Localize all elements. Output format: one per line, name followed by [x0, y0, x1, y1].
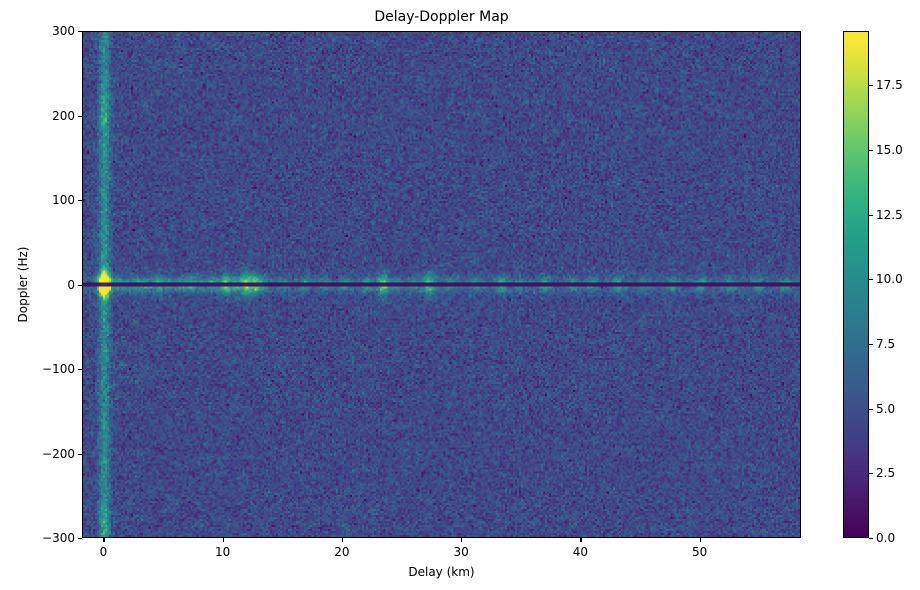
x-tick-5-label: 50 — [692, 545, 708, 559]
cb-tick-6-mark — [869, 149, 873, 152]
cb-tick-6-label: 15.0 — [876, 142, 903, 157]
cb-tick-2-label: 5.0 — [876, 401, 896, 416]
y-tick-5-label: 200 — [52, 108, 75, 123]
y-tick-4-label: 100 — [52, 193, 75, 207]
cb-tick-0-mark — [869, 538, 873, 540]
cb-tick-3-label: 7.5 — [876, 336, 896, 351]
x-tick-2-mark — [341, 538, 344, 542]
cb-tick-5-mark — [869, 214, 873, 216]
cb-tick-1-mark — [869, 473, 873, 475]
page-title: Delay-Doppler Map — [374, 9, 509, 25]
x-tick-1-mark — [222, 538, 224, 542]
x-tick-4-label: 40 — [572, 545, 589, 559]
colorbar — [843, 31, 869, 538]
y-tick-2-label: −100 — [42, 362, 75, 376]
x-tick-3-label: 30 — [453, 545, 469, 559]
cb-tick-3-mark — [869, 343, 873, 346]
y-tick-0-label: −300 — [42, 531, 75, 545]
x-tick-4-mark — [580, 538, 582, 542]
y-tick-1-label: −200 — [42, 446, 75, 461]
y-tick-6-label: 300 — [52, 24, 75, 38]
cb-tick-7-mark — [869, 85, 873, 87]
y-tick-2-mark — [78, 369, 82, 371]
cb-tick-5-label: 12.5 — [876, 207, 903, 222]
cb-tick-4-mark — [869, 279, 873, 281]
y-tick-3-label: 0 — [67, 277, 75, 292]
cb-tick-2-mark — [869, 408, 873, 410]
y-tick-1-mark — [78, 453, 82, 455]
cb-tick-4-label: 10.0 — [876, 272, 903, 287]
cb-tick-1-label: 2.5 — [876, 466, 896, 481]
x-tick-5-mark — [699, 538, 701, 542]
x-axis-label: Delay (km) — [408, 565, 475, 579]
y-tick-4-mark — [78, 200, 82, 202]
cb-tick-7-label: 17.5 — [876, 78, 903, 93]
y-tick-5-mark — [78, 115, 82, 117]
x-tick-3-mark — [461, 538, 463, 542]
y-tick-6-mark — [78, 31, 82, 33]
delay-doppler-heatmap — [83, 32, 800, 537]
x-tick-0-mark — [103, 538, 105, 542]
colorbar-gradient — [844, 32, 868, 537]
heatmap-axes — [82, 31, 801, 538]
x-tick-0-label: 0 — [99, 545, 108, 559]
x-tick-1-label: 10 — [215, 545, 231, 559]
x-tick-2-label: 20 — [334, 545, 350, 559]
y-axis-label: Doppler (Hz) — [16, 246, 30, 323]
y-tick-3-mark — [78, 284, 82, 286]
cb-tick-0-label: 0.0 — [876, 531, 896, 545]
y-tick-0-mark — [78, 538, 82, 540]
